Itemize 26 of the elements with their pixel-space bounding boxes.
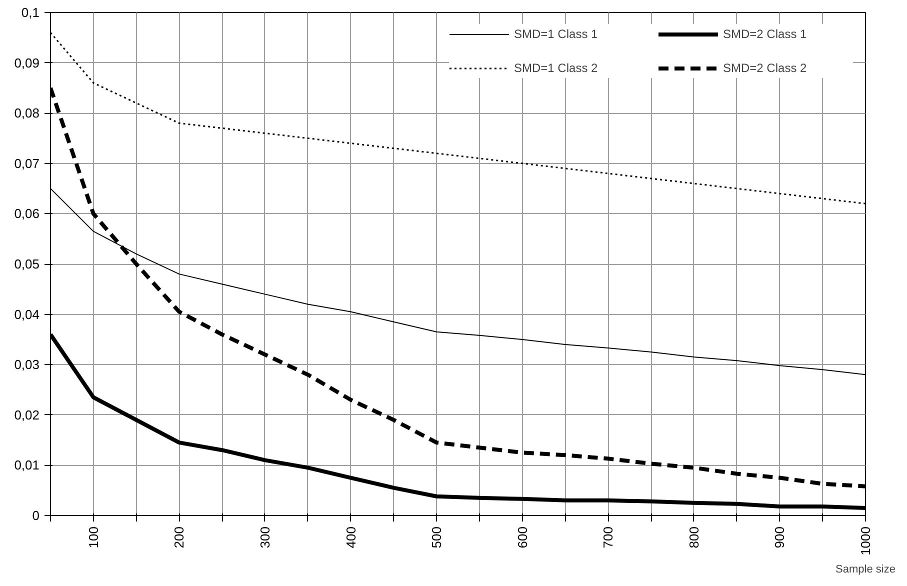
x-axis-title: Sample size [836, 563, 896, 576]
x-tick-label: 100 [86, 526, 101, 548]
y-tick-label: 0,05 [14, 256, 40, 272]
y-tick-label: 0,06 [14, 206, 40, 222]
legend-label: SMD=2 Class 1 [723, 27, 808, 41]
y-tick-label: 0,08 [14, 106, 40, 121]
x-tick-label: 900 [772, 526, 788, 548]
x-tick-label: 500 [429, 526, 444, 548]
y-tick-label: 0,1 [21, 5, 40, 20]
legend-label: SMD=1 Class 2 [514, 61, 599, 75]
x-tick-label: 1000 [858, 526, 873, 556]
legend-label: SMD=2 Class 2 [723, 61, 808, 75]
y-tick-label: 0,07 [14, 156, 40, 171]
x-tick-label: 400 [343, 526, 358, 548]
y-tick-label: 0,03 [14, 357, 40, 372]
x-tick-label: 300 [257, 526, 272, 548]
y-tick-label: 0,01 [14, 458, 40, 473]
y-tick-label: 0,09 [14, 55, 40, 70]
x-tick-label: 600 [514, 526, 530, 548]
y-tick-label: 0 [32, 508, 40, 523]
y-tick-label: 0,02 [14, 407, 40, 422]
y-tick-label: 0,04 [14, 306, 40, 322]
x-tick-label: 200 [172, 526, 187, 548]
x-tick-label: 800 [686, 526, 702, 548]
x-tick-label: 700 [600, 526, 616, 548]
legend-label: SMD=1 Class 1 [514, 27, 599, 41]
